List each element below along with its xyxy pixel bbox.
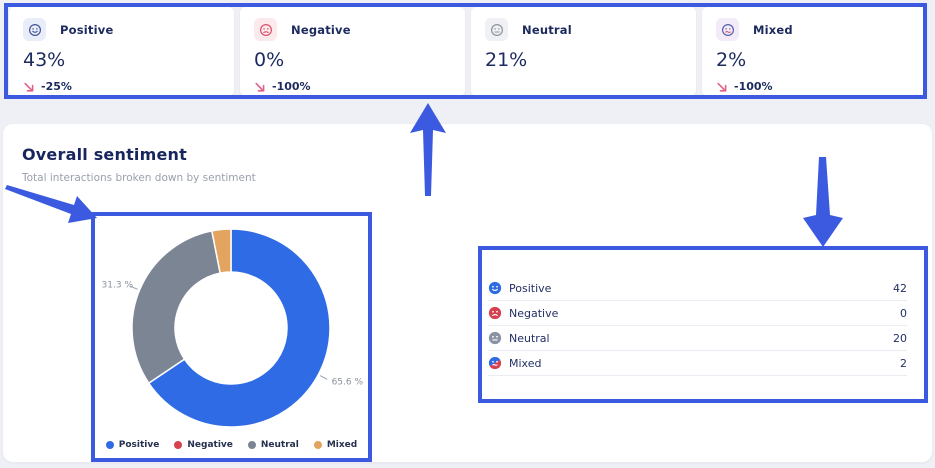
donut-slice-label: 31.3 % <box>102 280 134 290</box>
positive-smiley-icon <box>23 18 46 41</box>
card-label: Neutral <box>522 22 572 37</box>
neutral-face-icon <box>488 331 502 345</box>
card-change: -25% <box>23 80 220 93</box>
table-row-positive: Positive 42 <box>488 276 907 301</box>
donut-slice-label: 65.6 % <box>332 378 364 388</box>
slice-label-leader <box>319 375 328 380</box>
trend-down-icon <box>717 82 727 92</box>
chart-legend: Positive Negative Neutral Mixed <box>95 440 368 450</box>
sentiment-donut-chart: 65.6 % 31.3 % <box>95 216 368 458</box>
positive-face-icon <box>488 281 502 295</box>
card-change-value: -100% <box>272 80 311 93</box>
card-change: -100% <box>716 80 913 93</box>
neutral-face-icon <box>485 18 508 41</box>
card-value: 0% <box>254 49 285 71</box>
sentiment-stat-cards: Positive 43% -25% Negative 0% -100% <box>9 7 927 96</box>
stat-card-positive: Positive 43% -25% <box>9 7 234 96</box>
card-label: Positive <box>60 22 114 37</box>
trend-down-icon <box>24 82 34 92</box>
stat-card-negative: Negative 0% -100% <box>240 7 465 96</box>
donut-slice-neutral[interactable] <box>131 229 222 385</box>
negative-frown-icon <box>254 18 277 41</box>
sentiment-totals-table: Positive 42 Negative 0 Neutral 20 Mixed … <box>482 250 924 398</box>
card-label: Mixed <box>753 22 793 37</box>
trend-down-icon <box>255 82 265 92</box>
stat-card-neutral: Neutral 21% <box>471 7 696 96</box>
stat-card-mixed: Mixed 2% -100% <box>702 7 927 96</box>
legend-dot <box>105 441 114 449</box>
table-row-mixed: Mixed 2 <box>488 351 907 376</box>
legend-item-positive[interactable]: Positive <box>105 440 159 450</box>
legend-item-negative[interactable]: Negative <box>174 440 233 450</box>
card-value: 21% <box>485 49 528 71</box>
mixed-face-icon <box>488 356 502 370</box>
card-value: 43% <box>23 49 66 71</box>
card-value: 2% <box>716 49 747 71</box>
legend-dot <box>247 441 256 449</box>
card-change: -100% <box>254 80 451 93</box>
card-change-value: -25% <box>41 80 72 93</box>
legend-item-mixed[interactable]: Mixed <box>313 440 357 450</box>
donut-slice-mixed[interactable] <box>210 228 232 274</box>
panel-title: Overall sentiment <box>22 145 187 164</box>
negative-face-icon <box>488 306 502 320</box>
donut-slice-positive[interactable] <box>147 228 331 428</box>
panel-subtitle: Total interactions broken down by sentim… <box>22 172 256 184</box>
legend-dot <box>174 441 183 449</box>
card-label: Negative <box>291 22 351 37</box>
card-change-value: -100% <box>734 80 773 93</box>
table-row-neutral: Neutral 20 <box>488 326 907 351</box>
slice-label-leader <box>130 285 138 290</box>
donut-chart-svg[interactable]: 65.6 % 31.3 % <box>95 216 368 458</box>
legend-item-neutral[interactable]: Neutral <box>247 440 299 450</box>
table-row-negative: Negative 0 <box>488 301 907 326</box>
mixed-face-icon <box>716 18 739 41</box>
legend-dot <box>313 441 322 449</box>
